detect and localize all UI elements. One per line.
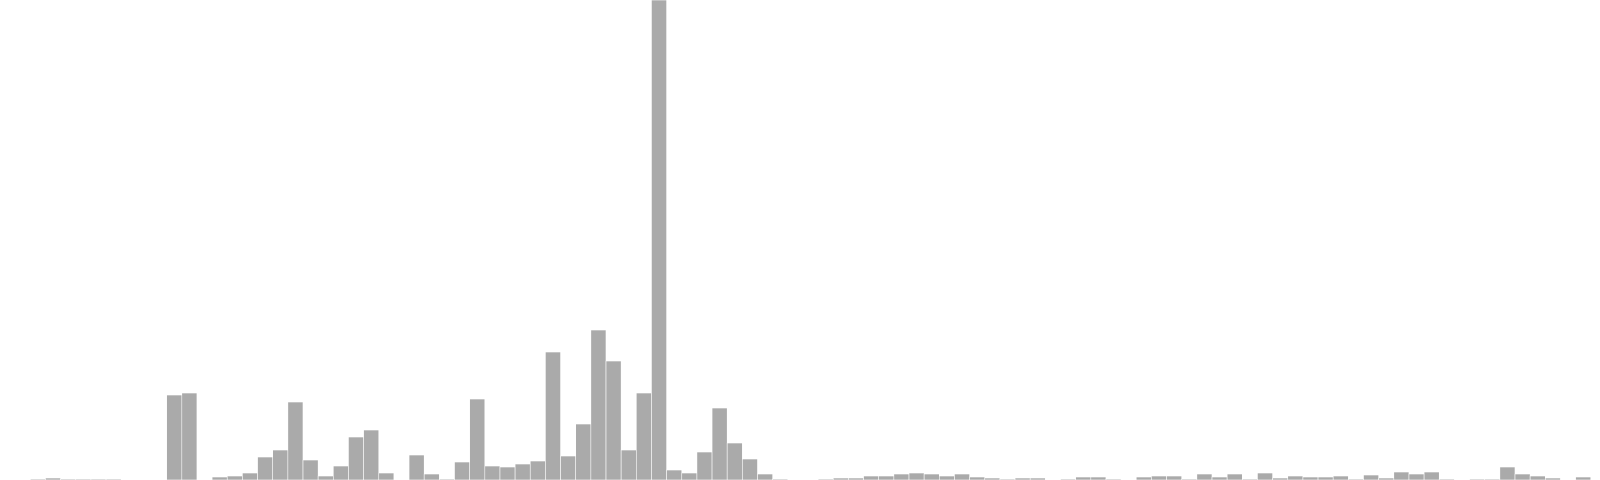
bar	[1166, 475, 1183, 480]
bar	[408, 454, 425, 480]
bar	[287, 401, 304, 480]
bar	[469, 398, 486, 480]
bar	[711, 407, 728, 480]
bar	[863, 475, 879, 480]
bar	[484, 465, 501, 480]
bar	[575, 423, 592, 480]
bar	[1514, 473, 1531, 480]
bar-series	[29, 0, 1592, 480]
bar	[1393, 471, 1410, 480]
bar	[681, 472, 698, 480]
bar	[560, 455, 576, 480]
bar	[348, 436, 364, 480]
bar	[1257, 472, 1273, 480]
bar	[651, 0, 667, 480]
bar	[317, 475, 334, 480]
bar	[454, 461, 470, 480]
bar	[1029, 477, 1046, 480]
bar	[605, 360, 622, 480]
bar	[529, 460, 546, 480]
bar	[1575, 476, 1592, 480]
bar	[1287, 475, 1304, 480]
bar	[666, 469, 683, 480]
bar	[938, 475, 955, 480]
bar	[499, 466, 516, 480]
bar	[635, 392, 652, 480]
bar	[742, 458, 758, 480]
bar	[1151, 475, 1167, 480]
bar	[1545, 477, 1561, 480]
bar	[1408, 473, 1425, 480]
bar	[1332, 475, 1349, 480]
bar	[226, 475, 243, 480]
bar	[363, 429, 380, 480]
bar	[878, 475, 895, 480]
bar	[332, 465, 349, 480]
bar	[1090, 476, 1107, 480]
bar	[1423, 471, 1440, 480]
bar	[272, 449, 289, 480]
bar	[923, 473, 940, 480]
bar	[1499, 466, 1516, 480]
bar	[166, 394, 183, 480]
bar	[514, 463, 531, 480]
bar	[257, 456, 273, 480]
bar	[908, 472, 925, 480]
bar	[954, 473, 970, 480]
bar	[302, 459, 319, 480]
bar	[893, 473, 910, 480]
bar	[1226, 473, 1243, 480]
bar	[590, 329, 607, 480]
bar	[423, 473, 440, 480]
bar	[696, 451, 713, 480]
bar	[181, 392, 198, 480]
bar	[1196, 473, 1213, 480]
bar	[545, 351, 561, 480]
bar	[620, 449, 637, 480]
bar	[1529, 475, 1546, 480]
bar	[242, 472, 258, 480]
bar	[726, 442, 743, 480]
bar	[757, 473, 773, 480]
bar	[378, 472, 395, 480]
bar	[1363, 474, 1379, 480]
